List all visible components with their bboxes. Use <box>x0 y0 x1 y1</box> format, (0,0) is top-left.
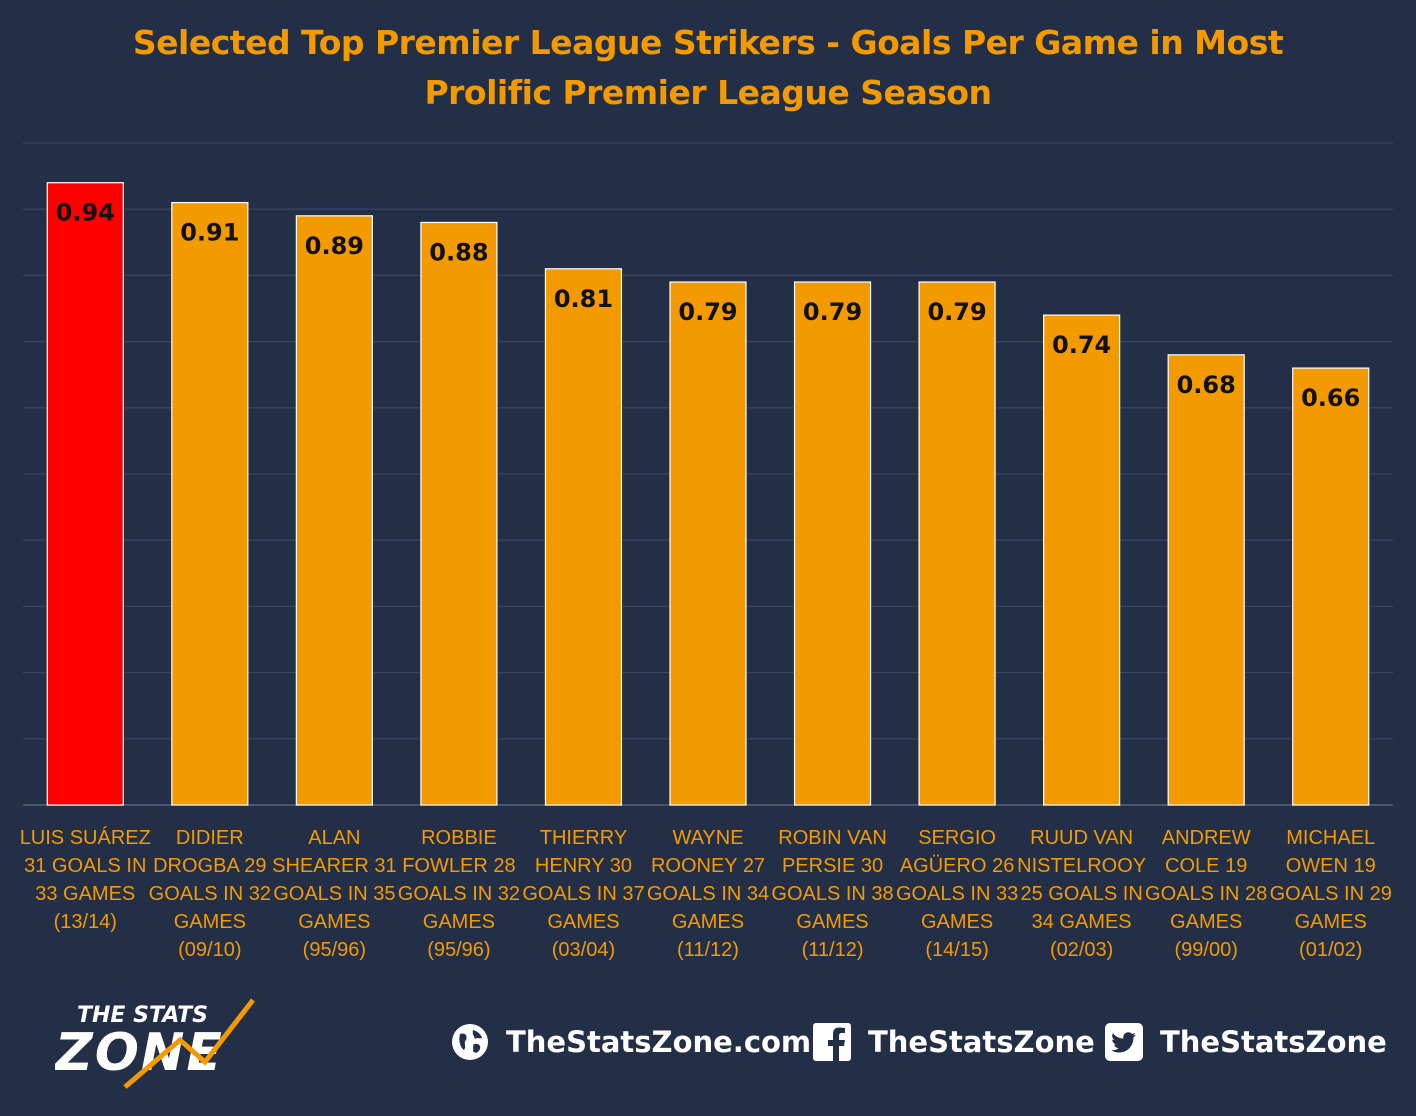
chart-title: Selected Top Premier League Strikers - G… <box>0 18 1416 118</box>
bar <box>544 268 623 806</box>
category-label: (01/02) <box>1299 939 1362 961</box>
bar <box>171 201 249 806</box>
category-label: GOALS IN 34 <box>647 883 769 905</box>
data-label: 0.66 <box>1301 384 1360 412</box>
facebook-icon <box>812 1022 852 1062</box>
category-label: MICHAEL <box>1286 827 1375 849</box>
category-label: (99/00) <box>1174 939 1237 961</box>
category-label: (14/15) <box>925 939 988 961</box>
category-label: ROONEY 27 <box>651 855 765 877</box>
category-label: (95/96) <box>303 939 366 961</box>
category-label: ALAN <box>308 827 360 849</box>
category-label: GAMES <box>1170 911 1242 933</box>
category-label: (13/14) <box>54 911 117 933</box>
bar <box>669 281 747 806</box>
category-label: AGÜERO 26 <box>900 855 1014 877</box>
chart-title-line-2: Prolific Premier League Season <box>424 73 992 112</box>
category-label: COLE 19 <box>1165 855 1247 877</box>
facebook-text: TheStatsZone <box>868 1025 1095 1059</box>
the-stats-zone-logo: THE STATS ZONE <box>55 992 305 1092</box>
category-label: ROBIN VAN <box>778 827 887 849</box>
twitter-text: TheStatsZone <box>1160 1025 1387 1059</box>
data-label: 0.79 <box>678 298 737 326</box>
category-label: (02/03) <box>1050 939 1113 961</box>
category-label: GAMES <box>921 911 993 933</box>
twitter-icon <box>1104 1022 1144 1062</box>
category-label: GAMES <box>547 911 619 933</box>
data-label: 0.79 <box>927 298 986 326</box>
data-label: 0.79 <box>803 298 862 326</box>
category-label: OWEN 19 <box>1286 855 1376 877</box>
category-label: SERGIO <box>918 827 996 849</box>
category-label: GAMES <box>423 911 495 933</box>
bar <box>46 182 124 806</box>
category-label: GAMES <box>1295 911 1367 933</box>
category-label: SHEARER 31 <box>272 855 397 877</box>
facebook-link[interactable]: TheStatsZone <box>812 1020 1095 1064</box>
category-label: LUIS SUÁREZ <box>20 826 151 849</box>
category-label: ANDREW <box>1162 827 1251 849</box>
logo-text-top: THE STATS <box>77 1003 208 1028</box>
category-label: ROBBIE <box>421 827 497 849</box>
category-label: GOALS IN 32 <box>398 883 520 905</box>
category-label: 33 GAMES <box>35 883 135 905</box>
data-label: 0.94 <box>56 199 115 227</box>
bar <box>918 281 996 806</box>
category-label: GAMES <box>174 911 246 933</box>
category-label: (09/10) <box>178 939 241 961</box>
category-label: 25 GOALS IN <box>1020 883 1142 905</box>
bar <box>1292 367 1370 806</box>
bar <box>295 215 373 806</box>
category-label: RUUD VAN <box>1030 827 1133 849</box>
category-label: 31 GOALS IN <box>24 855 146 877</box>
data-label: 0.68 <box>1177 371 1236 399</box>
category-label: GOALS IN 28 <box>1145 883 1267 905</box>
category-label: GAMES <box>672 911 744 933</box>
website-text: TheStatsZone.com <box>506 1025 812 1059</box>
category-label: FOWLER 28 <box>402 855 515 877</box>
category-label: 34 GAMES <box>1032 911 1132 933</box>
category-label: PERSIE 30 <box>782 855 883 877</box>
bar-chart-svg: 0.94 LUIS SUÁREZ 31 GOALS IN 33 GAMES (13/14… <box>20 142 1393 961</box>
category-label: DIDIER <box>176 827 244 849</box>
data-label: 0.74 <box>1052 331 1111 359</box>
category-label: GOALS IN 35 <box>273 883 395 905</box>
logo-swoosh <box>123 998 255 1089</box>
category-label: NISTELROOY <box>1017 855 1146 877</box>
category-label: GOALS IN 29 <box>1270 883 1392 905</box>
category-label: THIERRY <box>540 827 627 849</box>
bar <box>1043 314 1121 806</box>
bar-chart: 0.94 LUIS SUÁREZ 31 GOALS IN 33 GAMES (13/14… <box>20 142 1393 961</box>
data-label: 0.81 <box>554 285 613 313</box>
data-label: 0.88 <box>429 238 488 266</box>
category-label: GAMES <box>796 911 868 933</box>
website-link[interactable]: TheStatsZone.com <box>450 1020 811 1064</box>
data-label: 0.91 <box>180 219 239 247</box>
category-label: GOALS IN 38 <box>771 883 893 905</box>
data-label: 0.89 <box>305 232 364 260</box>
category-label: (11/12) <box>677 939 739 961</box>
category-label: GAMES <box>298 911 370 933</box>
category-label: HENRY 30 <box>535 855 632 877</box>
bar <box>793 281 872 806</box>
category-label: (03/04) <box>552 939 615 961</box>
category-label: WAYNE <box>672 827 743 849</box>
category-label: GOALS IN 33 <box>896 883 1018 905</box>
bar <box>1167 354 1245 806</box>
category-label: GOALS IN 32 <box>149 883 271 905</box>
bar <box>420 221 498 806</box>
twitter-link[interactable]: TheStatsZone <box>1104 1020 1387 1064</box>
chart-title-line-1: Selected Top Premier League Strikers - G… <box>132 23 1284 62</box>
footer: THE STATS ZONE TheStatsZone.com TheStats… <box>0 990 1416 1100</box>
category-label: (95/96) <box>427 939 490 961</box>
category-label: GOALS IN 37 <box>522 883 644 905</box>
globe-icon <box>450 1022 490 1062</box>
category-label: (11/12) <box>802 939 864 961</box>
category-label: DROGBA 29 <box>153 855 266 877</box>
